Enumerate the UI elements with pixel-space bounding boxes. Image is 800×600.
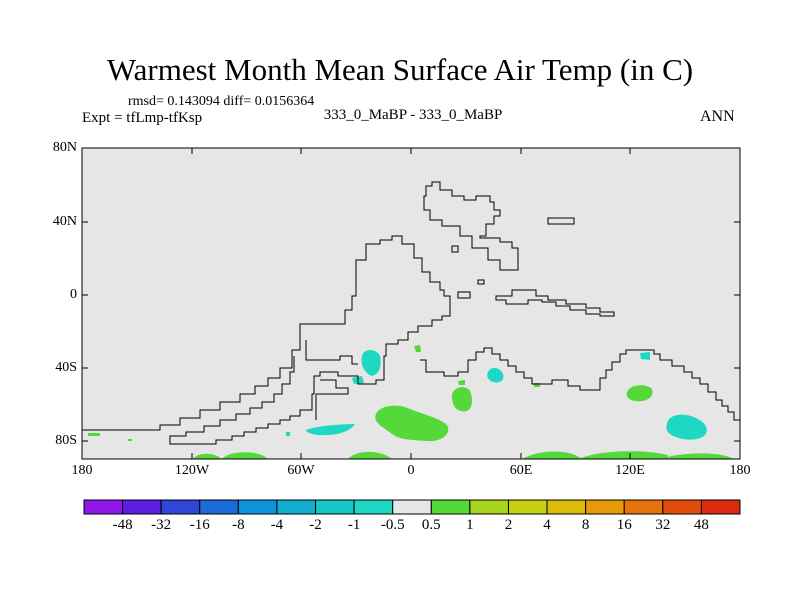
lon-tick-label: 180 <box>729 463 751 478</box>
colorbar-label: 4 <box>543 517 551 533</box>
coastline-gondwana-west <box>82 235 451 445</box>
lon-tick-label: 120W <box>174 463 210 478</box>
coastline-island <box>547 217 575 225</box>
anomaly-patch <box>128 439 132 441</box>
anomaly-patch <box>414 345 421 352</box>
anomaly-patch <box>286 432 290 436</box>
anomaly-patch <box>222 452 268 459</box>
negative-anomaly-regions <box>286 350 707 440</box>
lon-tick-label: 0 <box>407 463 415 478</box>
colorbar-label: 16 <box>616 517 632 533</box>
coastline-island <box>457 291 471 299</box>
anomaly-patch <box>640 352 650 360</box>
map-title: Warmest Month Mean Surface Air Temp (in … <box>106 52 694 87</box>
colorbar-label: 48 <box>693 517 709 533</box>
plot-background <box>82 148 740 459</box>
lat-tick-label: 0 <box>70 287 77 302</box>
coastline-inner-basin <box>315 379 349 420</box>
anomaly-patch <box>660 453 734 459</box>
coastline-laurasia <box>423 181 519 271</box>
experiment-label: Expt = tfLmp-tfKsp <box>82 110 203 126</box>
anomaly-patch <box>522 451 582 459</box>
anomaly-patch <box>458 380 465 385</box>
anomaly-patch <box>487 368 504 383</box>
anomaly-patch <box>193 453 222 459</box>
anomaly-patch <box>306 424 355 436</box>
colorbar-label: -2 <box>309 517 322 533</box>
colorbar-label: -16 <box>189 517 210 533</box>
anomaly-patch <box>375 405 449 442</box>
anomaly-patch <box>666 414 707 440</box>
lon-tick-label: 180 <box>71 463 93 478</box>
anomaly-patch <box>361 350 381 376</box>
coastline-gondwana-east <box>420 347 741 428</box>
positive-anomaly-regions <box>88 345 734 459</box>
colorbar-label: 8 <box>581 517 590 533</box>
anomaly-patch <box>626 385 653 402</box>
colorbar-label: 0.5 <box>421 517 441 533</box>
coastline-island <box>477 279 485 285</box>
coastline-island <box>451 245 459 253</box>
anomaly-patch <box>348 451 392 459</box>
lon-tick-label: 60E <box>509 463 533 478</box>
lon-tick-label: 120E <box>615 463 645 478</box>
tick-marks <box>82 147 740 459</box>
coastlines <box>82 181 741 445</box>
colorbar-label: 1 <box>466 517 474 533</box>
colorbar-label: -4 <box>270 517 284 533</box>
stats-text: rmsd= 0.143094 diff= 0.0156364 <box>128 94 315 109</box>
colorbar-label: -1 <box>347 517 361 533</box>
lat-tick-label: 80N <box>52 140 77 155</box>
colorbar-label: -48 <box>112 517 133 533</box>
anomaly-patch <box>88 433 100 436</box>
lon-tick-label: 60W <box>287 463 315 478</box>
colorbar-label: 2 <box>504 517 513 533</box>
coastline-east-arm <box>495 289 615 317</box>
coastline-inner-west <box>305 340 358 365</box>
season-label: ANN <box>700 108 735 125</box>
lat-tick-label: 40S <box>55 360 77 375</box>
anomaly-patch <box>451 387 472 412</box>
colorbar-label: 32 <box>655 517 671 533</box>
lat-tick-label: 40N <box>52 214 77 229</box>
anomaly-patch <box>578 451 668 459</box>
lat-tick-label: 80S <box>55 433 77 448</box>
colorbar-label: -32 <box>151 517 172 533</box>
colorbar-label: -0.5 <box>380 517 405 533</box>
comparison-label: 333_0_MaBP - 333_0_MaBP <box>323 107 503 123</box>
colorbar-label: -8 <box>232 517 245 533</box>
